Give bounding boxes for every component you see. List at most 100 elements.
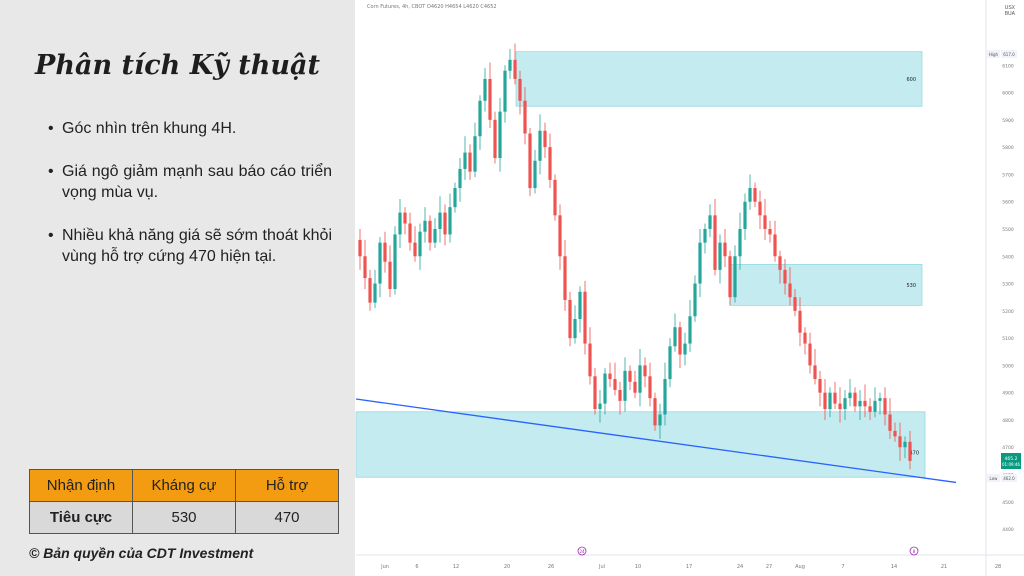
- candle-body: [463, 152, 467, 169]
- candle-body: [663, 379, 667, 415]
- candle-body: [758, 201, 762, 216]
- currency-top: USX: [1004, 5, 1015, 11]
- x-tick-label: 10: [635, 564, 641, 570]
- candle-body: [498, 111, 502, 159]
- x-tick-label: Jul: [598, 564, 605, 570]
- event-marker: [909, 546, 919, 556]
- candle-body: [488, 78, 492, 120]
- candle-body: [828, 392, 832, 410]
- candle-body: [683, 343, 687, 355]
- x-tick-label: 17: [686, 564, 692, 570]
- bullet-item: Giá ngô giảm mạnh sau báo cáo triển vọng…: [48, 161, 332, 203]
- y-tick-label: 4800: [1002, 418, 1014, 424]
- price-chart[interactable]: Corn Futures, 4h, CBOT O4620 H4654 L4620…: [355, 0, 1024, 576]
- candle-body: [618, 389, 622, 401]
- candle-body: [438, 212, 442, 229]
- candle-body: [428, 220, 432, 243]
- candle-body: [908, 441, 912, 461]
- candle-body: [708, 215, 712, 229]
- y-tick-label: 6000: [1002, 91, 1014, 97]
- y-tick-label: 6100: [1002, 63, 1014, 69]
- candle-body: [768, 228, 772, 235]
- candle-body: [608, 373, 612, 380]
- candle-body: [578, 291, 582, 320]
- candle-body: [423, 220, 427, 232]
- candle-body: [668, 346, 672, 380]
- high-tag-value: 617.0: [1003, 52, 1015, 57]
- event-marker-label: 24: [579, 549, 585, 554]
- candle-body: [538, 130, 542, 161]
- low-tag-value: 462.0: [1003, 476, 1015, 481]
- candle-body: [443, 212, 447, 235]
- candle-body: [903, 441, 907, 448]
- candle-body: [368, 278, 372, 303]
- currency-bottom: BUA: [1004, 11, 1015, 17]
- slide-title: Phân tích Kỹ thuật: [35, 50, 320, 81]
- header-resistance: Kháng cự: [132, 469, 236, 502]
- y-tick-label: 5400: [1002, 254, 1014, 260]
- candle-body: [713, 215, 717, 270]
- candle-body: [568, 299, 572, 339]
- x-tick-label: Jun: [380, 564, 389, 570]
- candle-body: [553, 179, 557, 216]
- candle-body: [458, 168, 462, 189]
- high-tag-label-bg: [987, 50, 1000, 58]
- candle-body: [843, 398, 847, 410]
- candle-body: [773, 234, 777, 257]
- candle-body: [763, 215, 767, 229]
- support-trendline: [355, 398, 957, 484]
- candle-body: [573, 319, 577, 339]
- candle-body: [388, 261, 392, 289]
- candle-body: [478, 100, 482, 137]
- y-tick-label: 5700: [1002, 172, 1014, 178]
- event-marker-label: 8: [913, 549, 916, 554]
- high-tag-label: High: [989, 52, 999, 57]
- candle-body: [873, 400, 877, 412]
- candle-body: [413, 242, 417, 257]
- x-tick-label: 12: [453, 564, 459, 570]
- candle-body: [878, 398, 882, 401]
- candle-body: [398, 212, 402, 235]
- cell-resistance: 530: [132, 501, 236, 534]
- candle-body: [778, 256, 782, 270]
- candle-body: [563, 256, 567, 300]
- candle-body: [628, 370, 632, 382]
- candle-body: [738, 228, 742, 257]
- candle-body: [508, 59, 512, 71]
- candle-body: [858, 400, 862, 407]
- candle-body: [743, 201, 747, 229]
- x-tick-label: 28: [995, 564, 1001, 570]
- candle-body: [783, 269, 787, 284]
- candle-body: [638, 365, 642, 393]
- candle-body: [753, 188, 757, 202]
- candle-body: [703, 228, 707, 243]
- zone-470: [355, 411, 926, 478]
- candle-body: [718, 242, 722, 270]
- candle-body: [698, 242, 702, 284]
- candle-body: [888, 414, 892, 431]
- candle-body: [633, 381, 637, 393]
- candle-body: [613, 379, 617, 390]
- candle-body: [363, 256, 367, 279]
- candle-body: [863, 400, 867, 407]
- x-tick-label: 6: [415, 564, 418, 570]
- candle-body: [868, 406, 872, 412]
- candle-body: [548, 147, 552, 180]
- candle-body: [673, 327, 677, 347]
- candle-body: [733, 256, 737, 298]
- bullet-item: Nhiều khả năng giá sẽ sớm thoát khỏi vùn…: [48, 225, 332, 267]
- low-tag-label-bg: [987, 474, 1000, 482]
- candle-body: [473, 136, 477, 172]
- chart-currency: USX BUA: [1005, 5, 1015, 17]
- summary-table: Nhận định Kháng cự Hỗ trợ Tiêu cực 530 4…: [29, 469, 339, 534]
- candle-body: [558, 215, 562, 257]
- y-tick-label: 4700: [1002, 445, 1014, 451]
- candle-body: [643, 365, 647, 377]
- candle-body: [898, 436, 902, 448]
- candle-body: [433, 228, 437, 243]
- candle-body: [788, 283, 792, 298]
- x-tick-label: 20: [504, 564, 510, 570]
- candle-body: [893, 430, 897, 437]
- candle-body: [418, 231, 422, 257]
